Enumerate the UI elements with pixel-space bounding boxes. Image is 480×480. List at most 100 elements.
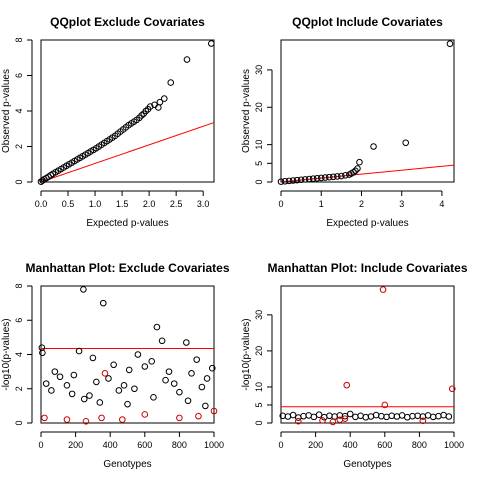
x-tick-label: 1 — [319, 199, 324, 209]
y-tick-label: 5 — [254, 402, 264, 407]
data-point — [202, 402, 209, 410]
chart-title: QQplot Exclude Covariates — [50, 15, 205, 29]
data-point — [203, 375, 211, 382]
data-point — [354, 165, 361, 172]
chart-title: Manhattan Plot: Exclude Covariates — [25, 261, 229, 275]
data-point — [80, 395, 88, 403]
data-point — [56, 373, 64, 381]
data-point — [300, 412, 307, 420]
data-point — [188, 370, 195, 377]
y-tick-label: 6 — [14, 318, 24, 323]
y-tick-label: 10 — [254, 382, 264, 392]
data-point — [131, 385, 138, 393]
data-point — [176, 388, 183, 396]
data-point — [289, 177, 297, 184]
data-point — [125, 366, 133, 374]
data-point — [101, 370, 109, 377]
x-axis-label: Expected p-values — [326, 218, 408, 229]
data-point — [326, 412, 333, 420]
data-point — [193, 356, 200, 363]
data-point — [98, 414, 105, 422]
data-point — [295, 417, 302, 425]
data-point — [42, 380, 50, 387]
y-tick-label: 10 — [254, 140, 264, 150]
x-tick-label: 1.5 — [116, 199, 129, 209]
plot-frame — [40, 39, 215, 183]
data-point — [183, 56, 191, 63]
y-tick-label: 8 — [14, 283, 24, 288]
y-tick-label: 4 — [14, 108, 24, 113]
x-tick-label: 1.0 — [89, 199, 102, 209]
y-tick-label: 30 — [254, 310, 264, 320]
data-point — [289, 411, 297, 419]
y-tick-label: 20 — [254, 102, 264, 112]
data-point — [343, 381, 351, 389]
data-point — [342, 171, 349, 179]
y-tick-label: 30 — [254, 65, 264, 75]
data-point — [158, 337, 166, 345]
data-point — [134, 351, 142, 358]
data-point — [119, 416, 126, 423]
data-point — [445, 413, 453, 420]
data-point — [350, 168, 357, 176]
y-tick-label: 5 — [254, 161, 264, 166]
y-tick-label: 20 — [254, 346, 264, 356]
chart-title: QQplot Include Covariates — [292, 15, 443, 29]
data-point — [379, 286, 387, 293]
data-point — [210, 407, 218, 415]
x-tick-label: 1000 — [444, 440, 464, 450]
y-tick-label: 6 — [14, 73, 24, 78]
data-point — [317, 174, 325, 182]
data-point — [63, 416, 71, 423]
data-point — [195, 412, 202, 420]
data-point — [162, 376, 169, 384]
data-point — [124, 400, 131, 408]
x-tick-label: 4 — [439, 199, 444, 209]
data-point — [329, 418, 337, 426]
x-tick-label: 0 — [278, 199, 283, 209]
x-axis-label: Expected p-values — [86, 218, 168, 229]
data-point — [338, 172, 345, 180]
data-point — [141, 363, 149, 370]
data-point — [165, 368, 173, 375]
data-point — [68, 390, 76, 398]
y-axis-label: -log10(p-values) — [241, 318, 252, 390]
data-point — [96, 399, 104, 406]
data-point — [370, 143, 377, 150]
data-point — [86, 392, 93, 399]
y-axis-label: -log10(p-values) — [1, 318, 12, 390]
y-tick-label: 0 — [14, 420, 24, 425]
data-point — [75, 347, 83, 355]
data-point — [285, 177, 293, 185]
x-tick-label: 600 — [377, 440, 392, 450]
data-point — [446, 40, 454, 48]
data-point — [150, 394, 157, 401]
x-tick-label: 0 — [38, 440, 43, 450]
y-tick-label: 0 — [254, 179, 264, 184]
data-point — [341, 415, 349, 422]
x-tick-label: 200 — [308, 440, 323, 450]
data-point — [305, 175, 313, 183]
x-axis-label: Genotypes — [343, 459, 391, 470]
data-point — [156, 98, 164, 106]
y-tick-label: 2 — [14, 386, 24, 391]
data-point — [39, 349, 46, 357]
data-point — [41, 414, 48, 422]
reference-line — [280, 164, 455, 183]
data-point — [435, 412, 442, 420]
x-tick-label: 800 — [172, 440, 187, 450]
data-point — [120, 382, 128, 389]
data-point — [293, 176, 301, 184]
data-point — [82, 417, 90, 425]
y-tick-label: 2 — [14, 144, 24, 149]
data-point — [378, 412, 385, 420]
data-point — [63, 382, 71, 389]
y-axis-label: Observed p-values — [241, 69, 252, 153]
data-point — [346, 410, 354, 418]
plot-frame — [280, 39, 455, 183]
data-point — [301, 176, 309, 183]
data-point — [110, 361, 117, 369]
data-point — [160, 95, 168, 102]
data-point — [383, 413, 390, 421]
data-point — [208, 364, 216, 372]
